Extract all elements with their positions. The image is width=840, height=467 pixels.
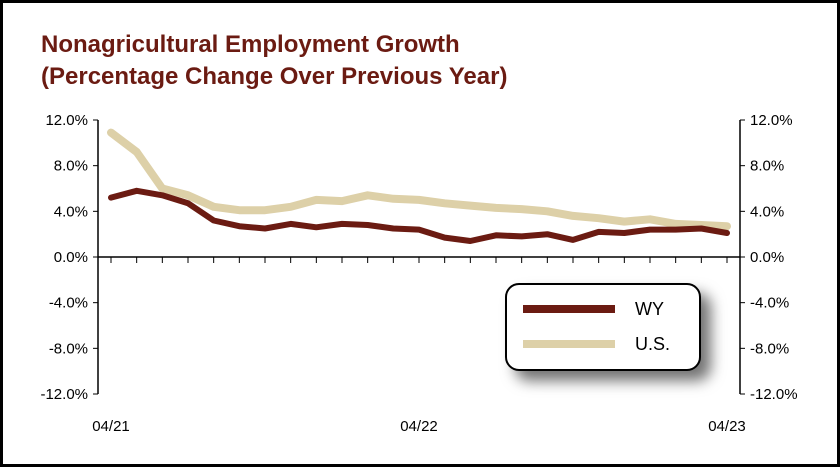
chart-title-line-2: (Percentage Change Over Previous Year) <box>41 63 508 90</box>
y-tick-label-right: 4.0% <box>750 203 784 220</box>
legend-label-us: U.S. <box>635 334 671 354</box>
legend-label-wy: WY <box>635 299 664 319</box>
y-tick-label-right: -4.0% <box>750 295 789 312</box>
y-tick-label-left: 4.0% <box>54 203 88 220</box>
series-line-wy <box>108 187 730 244</box>
legend-swatch-us <box>523 340 615 348</box>
y-tick-label-left: -8.0% <box>49 340 88 357</box>
y-tick-label-right: 0.0% <box>750 249 784 266</box>
chart-legend: WY U.S. <box>505 283 701 371</box>
chart-title: Nonagricultural Employment Growth (Perce… <box>41 29 507 93</box>
chart-title-line-1: Nonagricultural Employment Growth <box>41 31 460 58</box>
y-tick-label-left: -12.0% <box>40 386 88 403</box>
x-tick-label: 04/21 <box>92 418 130 435</box>
series-line-us <box>107 128 731 231</box>
y-tick-label-right: -12.0% <box>750 386 798 403</box>
y-tick-label-right: -8.0% <box>750 340 789 357</box>
y-tick-label-left: 0.0% <box>54 249 88 266</box>
y-tick-label-left: -4.0% <box>49 295 88 312</box>
y-tick-label-right: 8.0% <box>750 158 784 175</box>
y-tick-label-left: 12.0% <box>45 112 88 129</box>
y-tick-label-left: 8.0% <box>54 158 88 175</box>
y-tick-label-right: 12.0% <box>750 112 793 129</box>
legend-swatch-wy <box>523 305 615 313</box>
x-tick-label: 04/23 <box>708 418 746 435</box>
x-tick-label: 04/22 <box>400 418 438 435</box>
